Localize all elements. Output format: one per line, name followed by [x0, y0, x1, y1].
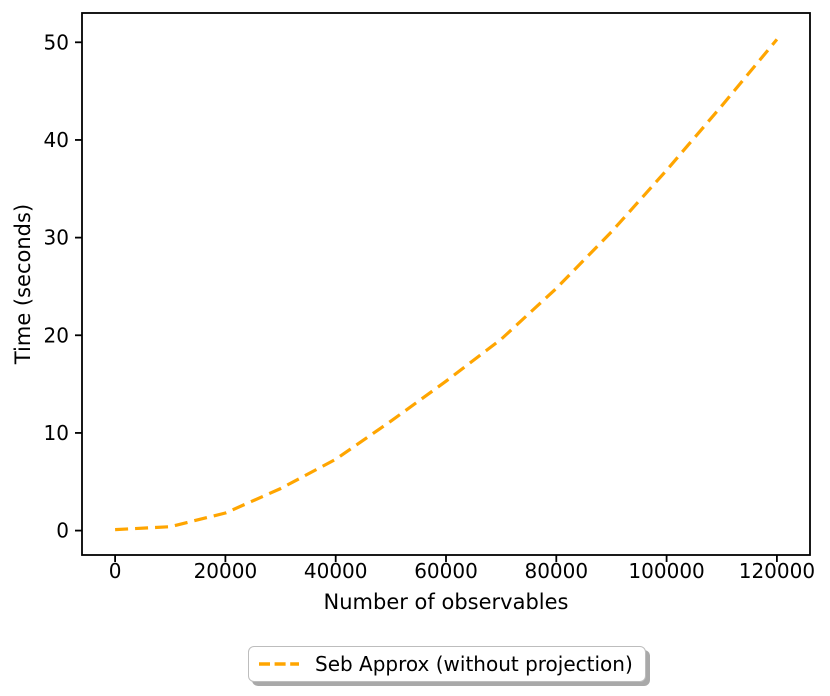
y-axis-ticks: 0 10 20 30 40 50 [44, 30, 82, 543]
legend: Seb Approx (without projection) [248, 646, 646, 682]
y-axis-label: Time (seconds) [11, 203, 35, 365]
x-tick-label: 120000 [739, 559, 815, 583]
x-tick-label: 80000 [524, 559, 588, 583]
x-tick-label: 40000 [304, 559, 368, 583]
x-tick-label: 0 [109, 559, 122, 583]
y-tick-label: 30 [44, 226, 69, 250]
legend-label: Seb Approx (without projection) [315, 652, 633, 676]
x-axis-ticks: 0 20000 40000 60000 80000 100000 120000 [109, 555, 815, 583]
series-line [115, 38, 779, 532]
x-axis-label: Number of observables [323, 590, 569, 614]
plot-border [81, 12, 811, 556]
y-tick-label: 0 [56, 519, 69, 543]
y-tick-label: 50 [44, 30, 69, 54]
x-tick-label: 100000 [628, 559, 704, 583]
y-tick-label: 40 [44, 128, 69, 152]
y-tick-label: 10 [44, 421, 69, 445]
legend-dashed-line-sample [259, 662, 299, 666]
y-tick-label: 20 [44, 323, 69, 347]
x-tick-label: 60000 [414, 559, 478, 583]
x-tick-label: 20000 [194, 559, 258, 583]
